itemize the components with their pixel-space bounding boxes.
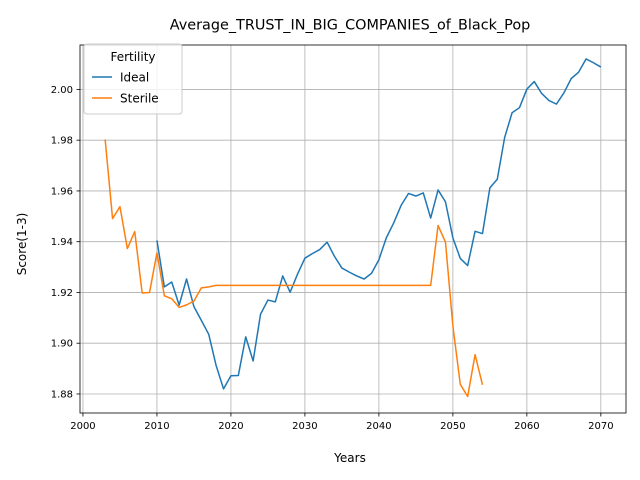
chart-title: Average_TRUST_IN_BIG_COMPANIES_of_Black_…: [170, 18, 531, 34]
x-tick-label: 2010: [144, 421, 169, 432]
x-tick-label: 2040: [366, 421, 391, 432]
legend-label-sterile: Sterile: [120, 92, 159, 106]
legend-label-ideal: Ideal: [120, 71, 149, 85]
series-line-sterile: [104, 139, 484, 398]
legend-title: Fertility: [110, 50, 155, 64]
x-tick-label: 2070: [588, 421, 613, 432]
series-line-ideal: [156, 58, 602, 390]
x-axis-label: Years: [333, 451, 366, 465]
x-tick-label: 2030: [292, 421, 317, 432]
y-tick-label: 1.96: [51, 186, 73, 197]
y-tick-label: 1.94: [51, 237, 73, 248]
x-tick-label: 2060: [514, 421, 539, 432]
x-tick-label: 2020: [218, 421, 243, 432]
legend-frame: [83, 43, 183, 115]
grid: [80, 45, 626, 413]
x-tick-label: 2000: [70, 421, 95, 432]
plot-frame: [79, 44, 627, 414]
series-group: [104, 58, 602, 398]
y-tick-label: 1.90: [51, 339, 73, 350]
y-tick-label: 1.88: [51, 389, 73, 400]
x-tick-label: 2050: [440, 421, 465, 432]
legend: Fertility Ideal Sterile: [83, 43, 183, 115]
axes: 2000 2010 2020 2030 2040 2050 2060 2070 1.88 1.90…: [51, 44, 627, 432]
y-tick-label: 1.98: [51, 136, 73, 147]
y-tick-label: 1.92: [51, 288, 73, 299]
y-tick-label: 2.00: [51, 85, 73, 96]
y-axis-label: Score(1-3): [15, 213, 29, 276]
